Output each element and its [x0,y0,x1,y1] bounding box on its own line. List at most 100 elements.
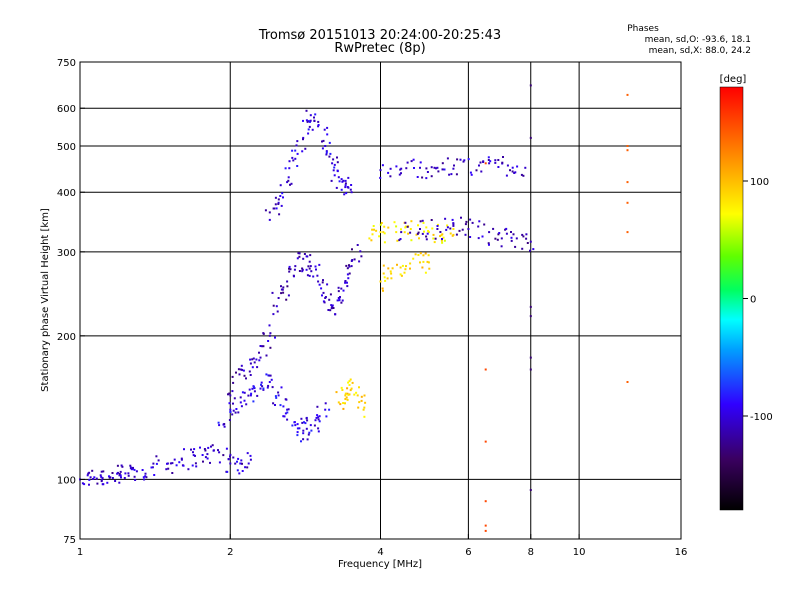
data-point [228,392,231,395]
data-point [308,260,311,263]
data-point [246,466,249,469]
data-point [194,462,197,465]
data-point [410,220,413,223]
data-point [300,417,303,420]
data-point [330,304,333,307]
data-point [390,277,393,280]
data-point [251,358,254,361]
data-point [626,93,629,96]
data-point [245,403,248,406]
data-point [304,422,307,425]
data-point [292,159,295,162]
data-point [309,114,312,117]
data-point [261,385,264,388]
data-point [316,405,319,408]
data-point [346,392,349,395]
data-point [262,387,265,390]
grid [80,62,681,539]
data-point [194,454,196,457]
data-point [329,293,332,296]
data-point [484,440,487,443]
data-point [414,253,417,256]
data-point [399,168,402,171]
data-point [333,174,336,177]
data-point [212,449,215,452]
data-point [427,230,430,232]
data-point [262,332,265,335]
data-point [497,233,500,236]
data-point [371,228,374,231]
data-point [419,161,422,164]
data-point [287,408,290,411]
plot-area: 1 2 4 6 8 10 16 75 100 200 300 400 500 600 750 [57,58,687,558]
data-point [135,470,138,473]
data-point [416,232,419,235]
data-point [228,419,231,421]
data-point [529,249,531,252]
data-point [409,262,412,265]
data-point [304,147,307,150]
data-point [116,464,119,467]
data-point [190,448,192,451]
data-point [272,313,275,316]
data-point [133,468,136,471]
data-point [295,144,298,147]
data-point [274,395,277,398]
data-point [529,356,532,359]
data-point [360,399,363,402]
data-point [223,423,226,425]
data-point [363,394,366,397]
data-point [337,290,340,293]
data-point [133,475,136,478]
data-point [195,465,198,468]
data-point [237,368,240,371]
data-point [325,415,328,418]
data-point [422,221,425,224]
data-point [326,133,329,136]
data-point [306,274,309,277]
data-point [488,231,491,234]
data-point [513,172,516,174]
data-point [422,260,425,263]
data-point [309,254,312,257]
data-point [452,224,455,227]
data-point [372,225,375,227]
data-point [419,261,421,264]
data-point [441,233,444,236]
data-point [307,132,310,135]
data-point [251,387,254,390]
data-point [155,455,158,458]
data-point [421,176,424,179]
data-point [203,448,206,450]
data-point [287,179,290,182]
data-point [256,366,259,369]
data-point [344,186,347,189]
data-point [487,159,490,161]
data-point [370,239,373,242]
data-point [505,174,508,177]
data-point [83,483,86,486]
data-point [626,149,629,152]
data-point [271,291,274,294]
data-point [525,237,528,240]
data-point [436,166,439,169]
data-point [389,270,392,273]
data-point [363,406,366,409]
data-point [521,247,524,250]
data-point [260,381,263,384]
data-point [155,462,158,465]
data-point [465,220,468,223]
data-point [311,128,314,131]
data-point [343,193,346,196]
data-point [317,427,320,430]
data-point [400,172,402,175]
data-point [241,470,244,472]
data-point [446,224,449,227]
data-point [337,176,340,179]
x-tick-label: 1 [77,547,83,558]
data-point [349,378,352,381]
data-point [444,217,447,220]
data-point [127,474,130,477]
data-point [307,120,310,123]
data-point [439,231,442,233]
